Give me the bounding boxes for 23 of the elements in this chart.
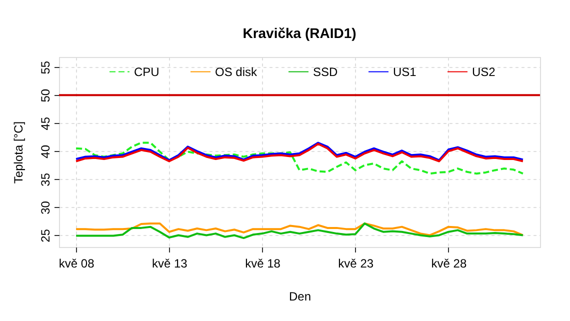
x-axis-title: Den <box>288 290 312 304</box>
line-series <box>75 222 524 240</box>
y-tick-label: 25 <box>38 228 52 242</box>
y-tick-label: 40 <box>38 144 52 158</box>
y-tick-label: 45 <box>38 116 52 130</box>
x-tick-label: kvě 28 <box>431 256 467 270</box>
y-tick-label: 35 <box>38 172 52 186</box>
line-series <box>75 142 524 175</box>
y-tick-label: 55 <box>38 60 52 74</box>
x-tick-label: kvě 23 <box>338 256 374 270</box>
chart-title: Kravička (RAID1) <box>242 25 356 41</box>
y-tick-label: 50 <box>38 88 52 102</box>
legend-label: US1 <box>393 64 417 79</box>
legend-label: CPU <box>134 64 160 79</box>
x-tick-label: kvě 13 <box>152 256 188 270</box>
legend-label: US2 <box>472 64 496 79</box>
y-tick-label: 30 <box>38 200 52 214</box>
line-series <box>75 222 524 236</box>
y-axis-title: Teplota [°C] <box>12 121 26 184</box>
legend-label: SSD <box>313 64 338 79</box>
x-tick-label: kvě 18 <box>245 256 281 270</box>
x-tick-label: kvě 08 <box>58 256 95 270</box>
legend-label: OS disk <box>215 64 258 79</box>
